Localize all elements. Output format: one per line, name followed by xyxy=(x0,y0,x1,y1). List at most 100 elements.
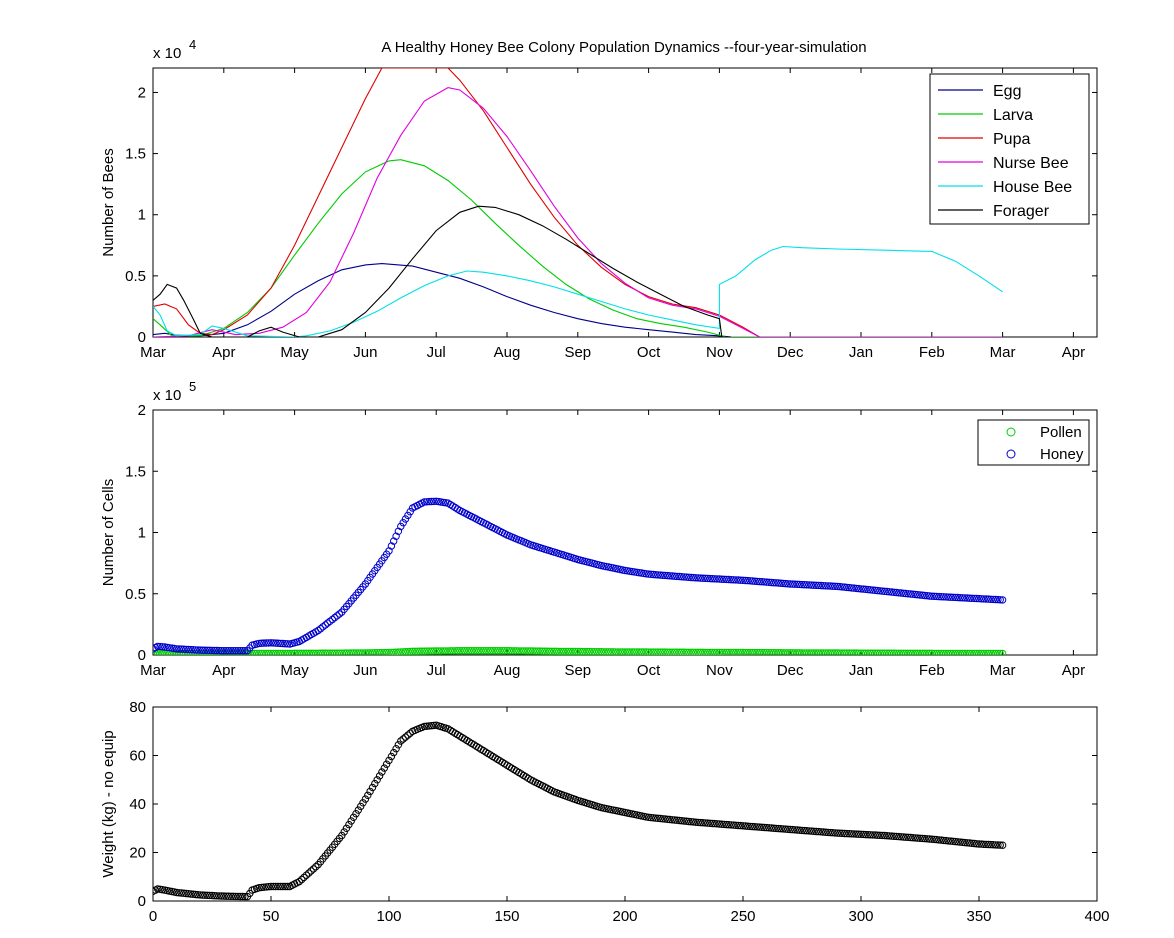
data-point xyxy=(411,647,419,655)
data-point xyxy=(786,580,794,588)
data-point xyxy=(857,649,865,655)
data-point xyxy=(810,649,818,655)
x-tick-label: Aug xyxy=(494,344,521,361)
data-point xyxy=(883,832,891,840)
x-tick-label: Nov xyxy=(706,344,733,361)
data-point xyxy=(942,593,950,601)
data-point xyxy=(869,649,877,655)
data-point xyxy=(368,649,377,655)
data-point xyxy=(208,891,216,900)
x-tick-label: May xyxy=(280,662,309,679)
data-point xyxy=(406,508,414,516)
data-point xyxy=(234,892,242,901)
data-point xyxy=(373,649,381,655)
data-point xyxy=(935,649,943,655)
data-point xyxy=(916,591,924,599)
data-point xyxy=(845,649,853,655)
data-point xyxy=(869,831,877,839)
data-point xyxy=(774,579,783,587)
data-point xyxy=(798,580,806,589)
data-point xyxy=(897,649,905,655)
data-point xyxy=(588,648,596,655)
data-point xyxy=(699,819,707,827)
data-point xyxy=(972,840,981,848)
data-point xyxy=(269,639,278,647)
legend-label: Nurse Bee xyxy=(993,155,1069,172)
data-point xyxy=(975,594,983,603)
y-axis-label: Number of Cells xyxy=(100,479,117,587)
data-point xyxy=(260,649,268,655)
x-tick-label: 250 xyxy=(730,908,755,925)
legend-swatch-pollen xyxy=(1006,427,1016,437)
data-point xyxy=(692,648,700,655)
data-point xyxy=(378,768,386,776)
data-point xyxy=(751,577,759,585)
data-point xyxy=(772,649,780,655)
data-point xyxy=(187,650,195,655)
data-point xyxy=(760,649,768,655)
data-point xyxy=(489,647,497,655)
data-point xyxy=(692,818,700,826)
data-point xyxy=(819,828,827,836)
data-point xyxy=(909,834,917,842)
data-point xyxy=(194,891,202,899)
data-point xyxy=(692,574,700,582)
data-point xyxy=(762,578,771,586)
data-point xyxy=(189,646,197,654)
data-point xyxy=(777,649,785,655)
data-point xyxy=(696,574,705,582)
data-point xyxy=(257,639,266,647)
data-point xyxy=(725,648,733,655)
data-point xyxy=(420,498,429,506)
data-point xyxy=(970,839,978,848)
data-point xyxy=(333,649,341,655)
legend-label: Egg xyxy=(993,83,1021,100)
data-point xyxy=(458,647,466,655)
data-point xyxy=(314,649,322,655)
data-point xyxy=(812,827,820,836)
data-point xyxy=(689,573,698,582)
data-point xyxy=(394,741,403,749)
data-point xyxy=(885,649,893,655)
data-point xyxy=(685,648,693,655)
data-point xyxy=(720,575,728,583)
data-point xyxy=(165,644,174,652)
data-point xyxy=(739,576,747,584)
data-point xyxy=(795,826,804,834)
data-point xyxy=(281,649,289,655)
data-point xyxy=(264,883,273,891)
data-point xyxy=(659,648,667,655)
y-tick-label: 0 xyxy=(138,893,146,910)
data-point xyxy=(668,816,676,824)
data-point xyxy=(760,578,768,586)
data-point xyxy=(423,722,431,730)
data-point xyxy=(201,646,209,654)
data-point xyxy=(904,833,912,841)
data-point xyxy=(154,650,162,655)
data-point xyxy=(283,640,292,648)
data-point xyxy=(767,578,775,587)
data-point xyxy=(666,572,674,580)
data-point xyxy=(382,648,391,655)
data-point xyxy=(847,584,856,592)
data-point xyxy=(890,832,898,840)
x-tick-label: Apr xyxy=(1062,344,1085,361)
data-point xyxy=(937,649,945,655)
data-point xyxy=(916,649,924,655)
data-point xyxy=(420,647,429,655)
data-point xyxy=(446,647,455,655)
data-point xyxy=(998,596,1007,604)
data-point xyxy=(427,722,436,730)
data-point xyxy=(864,649,872,655)
data-point xyxy=(647,813,655,822)
x-tick-label: Sep xyxy=(564,662,591,679)
data-point xyxy=(895,649,903,655)
data-point xyxy=(184,890,193,898)
data-point xyxy=(734,576,742,584)
data-point xyxy=(888,832,896,840)
data-point xyxy=(921,591,929,600)
data-point xyxy=(817,581,825,590)
data-point xyxy=(201,891,209,899)
data-point xyxy=(279,639,287,648)
x-tick-label: Apr xyxy=(1062,662,1085,679)
